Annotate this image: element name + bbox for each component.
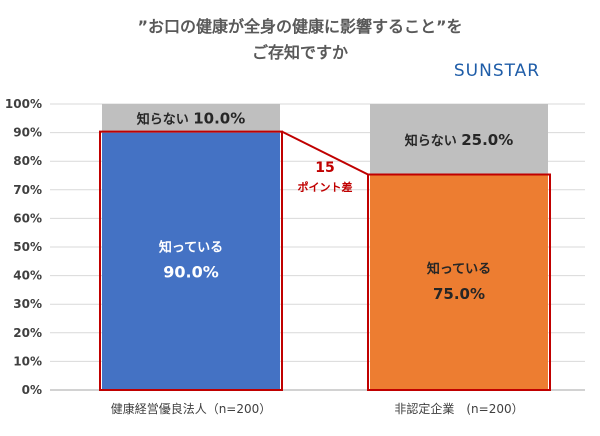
- y-tick-label: 60%: [13, 211, 42, 225]
- bar-dont-know-1: [102, 104, 280, 133]
- difference-value: 15: [315, 160, 334, 176]
- label-know-value-2: 75.0%: [433, 285, 485, 303]
- label-know-name-1: 知っている: [159, 239, 223, 255]
- bar-know-1: [102, 132, 280, 390]
- y-tick-label: 80%: [13, 154, 42, 168]
- category-label-2: 非認定企業 (n=200）: [394, 401, 523, 416]
- y-tick-label: 90%: [13, 126, 42, 140]
- y-tick-label: 20%: [13, 326, 42, 340]
- difference-label: ポイント差: [298, 180, 353, 194]
- bar-know-2: [370, 175, 548, 390]
- outline-box-2: [367, 173, 551, 391]
- label-know-value-1: 90.0%: [163, 262, 219, 281]
- y-tick-label: 10%: [13, 354, 42, 368]
- chart-title-line2: ご存知ですか: [252, 43, 348, 62]
- label-dont-know-1: 知らない 10.0%: [137, 109, 246, 127]
- label-dont-know-2: 知らない 25.0%: [405, 131, 514, 149]
- y-tick-label: 70%: [13, 183, 42, 197]
- y-tick-label: 100%: [5, 97, 42, 111]
- outline-box-1: [99, 130, 283, 391]
- category-label-1: 健康経営優良法人（n=200）: [111, 401, 272, 416]
- bar-dont-know-2: [370, 104, 548, 176]
- chart-title-line1: ”お口の健康が全身の健康に影響すること”を: [137, 17, 462, 36]
- y-tick-label: 40%: [13, 269, 42, 283]
- label-know-name-2: 知っている: [427, 261, 491, 277]
- y-tick-label: 50%: [13, 240, 42, 254]
- y-tick-label: 30%: [13, 297, 42, 311]
- y-tick-label: 0%: [22, 383, 42, 397]
- brand-logo: SUNSTAR: [454, 61, 540, 81]
- connector-line: [281, 130, 369, 176]
